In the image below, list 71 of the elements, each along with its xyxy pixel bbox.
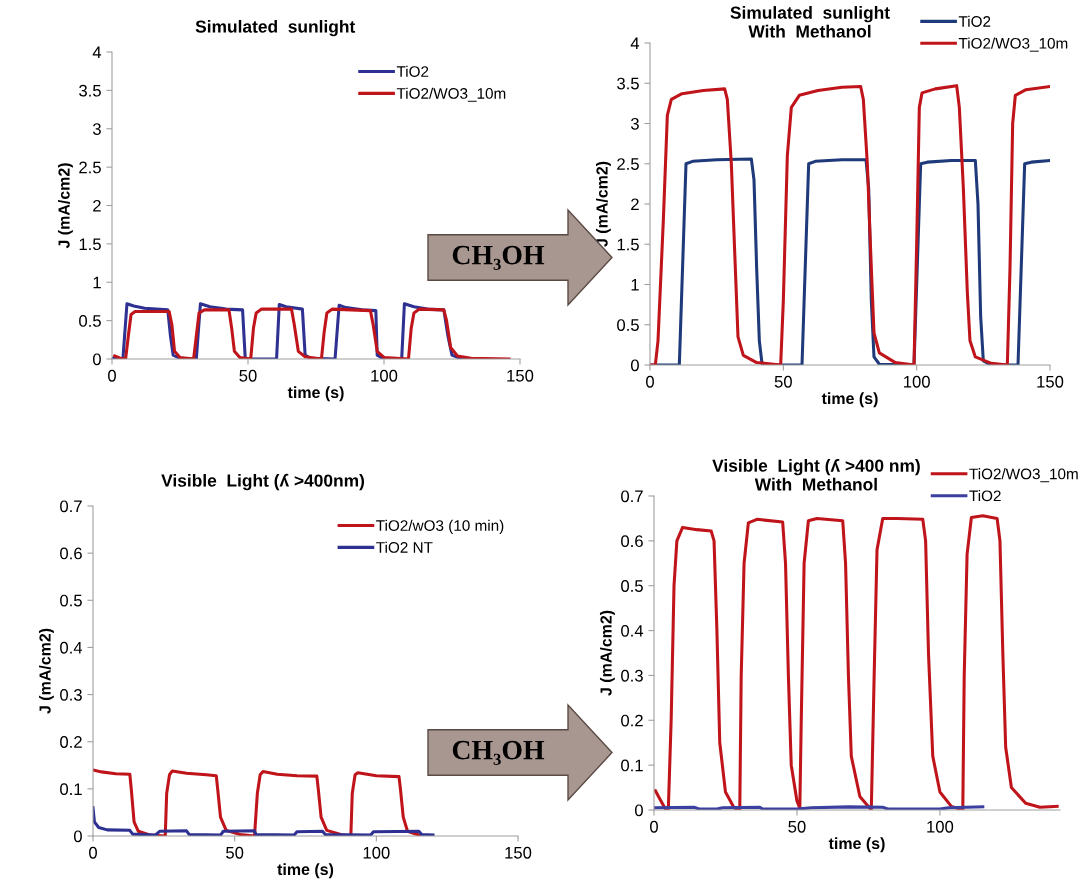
x-axis-title: time (s): [277, 863, 334, 879]
y-tick-label: 0.7: [621, 490, 643, 503]
y-tick-label: 0.1: [60, 783, 82, 796]
chart-title: Simulated sunlight With Methanol: [730, 6, 890, 38]
legend-label: TiO2/WO3_10m: [396, 87, 506, 102]
legend-label: TiO2/WO3_10m: [958, 37, 1068, 52]
y-tick-label: 0.5: [60, 594, 82, 607]
x-tick-label: 100: [371, 369, 398, 382]
legend-label: TiO2/WO3_10m: [969, 468, 1078, 483]
chart-title: Visible Light (ʎ >400nm): [161, 473, 365, 491]
y-tick-label: 0.5: [621, 580, 643, 592]
y-tick-label: 3: [92, 123, 101, 135]
y-tick-label: 0.3: [621, 669, 643, 682]
x-tick-label: 0: [646, 375, 654, 388]
y-tick-label: 0.5: [79, 315, 101, 327]
y-tick-label: 0.3: [60, 688, 82, 701]
x-tick-label: 50: [239, 369, 257, 382]
y-tick-label: 0.7: [60, 500, 82, 513]
x-tick-label: 150: [505, 846, 532, 859]
x-tick-label: 150: [1037, 375, 1064, 388]
y-tick-label: 3.5: [617, 77, 639, 90]
y-tick-label: 0: [92, 353, 101, 366]
y-axis-title: J (mA/cm2): [38, 628, 54, 714]
y-tick-label: 1.5: [617, 238, 639, 251]
y-tick-label: 0: [630, 359, 639, 372]
y-tick-label: 4: [92, 46, 102, 59]
y-tick-label: 0.2: [621, 714, 643, 727]
y-tick-label: 0.4: [621, 624, 644, 637]
legend-label: TiO2 NT: [376, 541, 433, 553]
y-tick-label: 0.6: [60, 547, 82, 560]
y-tick-label: 2: [631, 198, 639, 211]
y-tick-label: 3.5: [79, 84, 101, 97]
y-tick-label: 1.5: [79, 238, 101, 251]
y-tick-label: 2.5: [79, 161, 101, 174]
chart-title: Simulated sunlight: [195, 19, 356, 37]
legend-label: TiO2: [396, 65, 429, 77]
x-tick-label: 50: [226, 846, 244, 859]
y-tick-label: 0.4: [60, 641, 83, 654]
y-tick-label: 0.5: [617, 319, 639, 331]
y-tick-label: 0: [73, 830, 82, 843]
x-tick-label: 100: [927, 820, 954, 833]
annotation: CH₃OH: [452, 245, 545, 270]
y-tick-label: 2: [93, 199, 101, 212]
y-axis-title: J (mA/cm2): [599, 610, 615, 696]
x-tick-label: 0: [650, 820, 658, 833]
chart-title: Visible Light (ʎ >400 nm) With Methanol: [712, 458, 920, 491]
x-tick-label: 100: [904, 375, 930, 388]
y-tick-label: 2.5: [617, 158, 639, 170]
x-axis-title: time (s): [287, 386, 344, 402]
y-axis-title: J (mA/cm2): [57, 163, 73, 249]
x-tick-label: 100: [363, 846, 390, 859]
legend-label: TiO2: [969, 489, 1001, 502]
y-tick-label: 1: [631, 279, 639, 291]
x-tick-label: 50: [774, 375, 792, 388]
legend-label: TiO2/wO3 (10 min): [376, 519, 504, 534]
legend-label: TiO2: [958, 15, 991, 27]
x-tick-label: 0: [108, 369, 116, 382]
x-axis-title: time (s): [828, 837, 885, 853]
y-tick-label: 0.6: [621, 535, 643, 548]
y-tick-label: 0.2: [60, 736, 82, 748]
annotation: CH₃OH: [452, 740, 545, 765]
y-tick-label: 4: [630, 37, 640, 50]
x-tick-label: 150: [507, 369, 534, 382]
y-tick-label: 0: [634, 804, 643, 817]
line-series: [113, 307, 511, 359]
y-tick-label: 0.1: [621, 759, 643, 772]
y-tick-label: 1: [93, 276, 101, 289]
y-tick-label: 3: [630, 117, 639, 130]
x-axis-title: time (s): [821, 392, 878, 408]
line-series: [93, 806, 435, 836]
x-tick-label: 50: [788, 820, 806, 833]
